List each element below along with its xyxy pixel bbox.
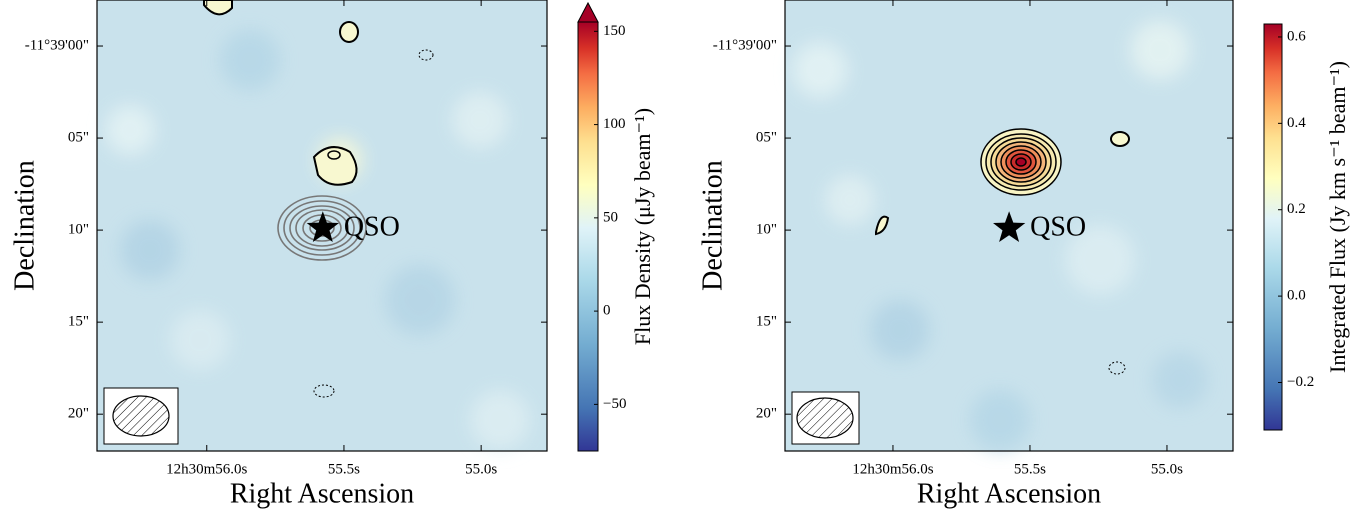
colorbar-tick-label: −50 bbox=[603, 396, 626, 412]
y-tick-label: 05" bbox=[68, 129, 89, 145]
y-tick-label: 10" bbox=[68, 222, 89, 238]
x-tick-label: 55.5s bbox=[328, 461, 360, 477]
colorbar-tick-label: 0.6 bbox=[1287, 28, 1306, 44]
colorbar-label: Flux Density (μJy beam⁻¹) bbox=[630, 108, 655, 345]
colorbar-tick-label: 150 bbox=[603, 23, 626, 39]
qso-label: QSO bbox=[344, 212, 400, 243]
colorbar-tick-label: 0.2 bbox=[1287, 201, 1306, 217]
y-tick-label: 20" bbox=[756, 406, 777, 422]
y-axis-label: Declination bbox=[9, 160, 40, 291]
y-tick-label: 10" bbox=[756, 222, 777, 238]
y-tick-label: 20" bbox=[68, 406, 89, 422]
y-tick-label: 15" bbox=[756, 314, 777, 330]
y-tick-label: -11°39'00" bbox=[713, 37, 777, 53]
colorbar-tick-label: 0.0 bbox=[1287, 288, 1306, 304]
figure: 12h30m56.0s 55.5s 55.0s -11°39'00" 05" 10" 15"… bbox=[0, 0, 1365, 511]
colorbar-tick-label: 0 bbox=[603, 303, 611, 319]
qso-label: QSO bbox=[1030, 212, 1086, 243]
colorbar-tick-label: 100 bbox=[603, 116, 626, 132]
x-axis-label: Right Ascension bbox=[917, 478, 1101, 509]
y-tick-label: -11°39'00" bbox=[25, 37, 89, 53]
colorbar bbox=[1264, 24, 1282, 430]
colorbar-label: Integrated Flux (Jy km s⁻¹ beam⁻¹) bbox=[1325, 61, 1350, 373]
x-tick-label: 55.5s bbox=[1014, 461, 1046, 477]
colorbar-tick-label: −0.2 bbox=[1287, 374, 1314, 390]
y-tick-label: 05" bbox=[756, 129, 777, 145]
y-tick-label: 15" bbox=[68, 314, 89, 330]
colorbar-tick-label: 0.4 bbox=[1287, 115, 1306, 131]
colorbar bbox=[578, 22, 598, 451]
x-tick-label: 55.0s bbox=[465, 461, 497, 477]
x-tick-label: 12h30m56.0s bbox=[852, 461, 933, 477]
x-tick-label: 55.0s bbox=[1151, 461, 1183, 477]
colorbar-tick-label: 50 bbox=[603, 209, 618, 225]
x-tick-label: 12h30m56.0s bbox=[166, 461, 247, 477]
colorbar-extend bbox=[578, 3, 598, 22]
x-axis-label: Right Ascension bbox=[230, 478, 414, 509]
y-axis-label: Declination bbox=[697, 160, 728, 291]
